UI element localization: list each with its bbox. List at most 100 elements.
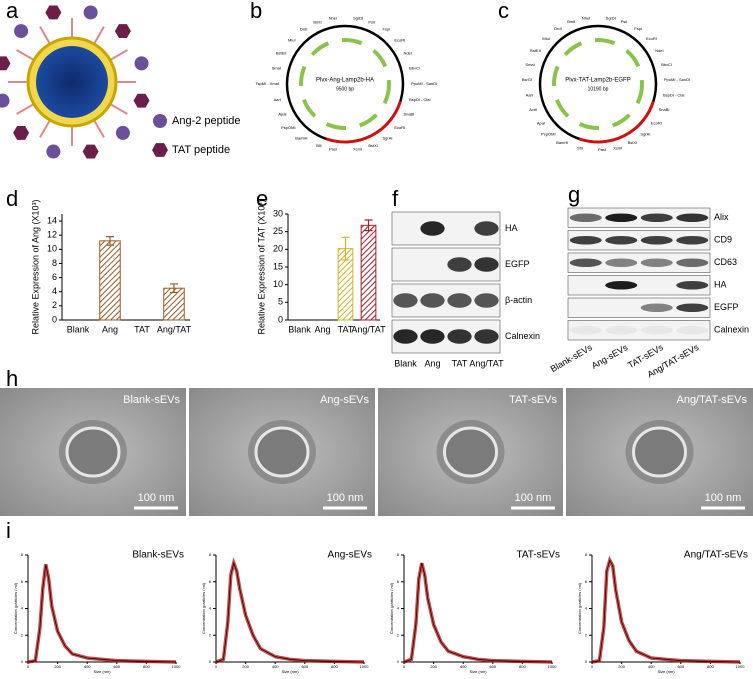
blot-row-label: CD9 <box>714 235 732 245</box>
x-tick-label: Blank <box>288 324 311 334</box>
restriction-site: ApaI <box>537 120 545 125</box>
ang-peptide <box>83 5 98 20</box>
vesicle-core <box>36 46 108 118</box>
y-tick-label: 0 <box>209 659 212 664</box>
blot-band <box>447 329 472 344</box>
blot-band <box>605 258 638 268</box>
y-tick-label: 0 <box>278 314 283 324</box>
vesicle-wall <box>254 426 310 478</box>
y-tick-label: 8 <box>52 258 57 268</box>
restriction-site: NdeI <box>403 50 411 55</box>
x-tick-label: 200 <box>618 664 625 669</box>
blot-band <box>676 325 709 335</box>
restriction-site: AvrII <box>529 107 537 112</box>
y-tick-label: 6 <box>52 272 57 282</box>
blot-row-label: EGFP <box>505 259 530 269</box>
blot-band <box>569 258 602 268</box>
panel-label: c <box>498 0 509 23</box>
scale-label: 100 nm <box>515 492 552 504</box>
blot-lane-label: Ang/TAT <box>469 358 504 368</box>
restriction-site: DrdI <box>300 27 308 32</box>
x-tick-label: 200 <box>242 664 249 669</box>
restriction-site: BbvCI <box>661 62 672 67</box>
scale-label: 100 nm <box>705 492 742 504</box>
y-tick-label: 6 <box>585 579 588 584</box>
restriction-site: PsiI <box>368 19 375 24</box>
panel-label: h <box>6 366 18 391</box>
x-tick-label: 600 <box>489 664 496 669</box>
x-tick-label: Ang <box>102 324 118 334</box>
y-tick-label: 30 <box>273 208 283 218</box>
panel-label: e <box>256 186 268 211</box>
x-tick-label: 1000 <box>360 664 370 669</box>
y-tick-label: 0 <box>585 659 588 664</box>
y-tick-label: 0 <box>397 659 400 664</box>
panel-label: i <box>6 518 11 543</box>
x-tick-label: 1000 <box>548 664 558 669</box>
x-tick-label: TAT <box>338 324 354 334</box>
blot-band <box>640 235 673 245</box>
legend-ang-icon <box>153 114 167 128</box>
y-tick-label: 2 <box>397 632 400 637</box>
legend-tat-icon <box>152 143 168 157</box>
x-tick-label: 0 <box>591 664 594 669</box>
x-axis-label: Size (nm) <box>657 669 675 674</box>
blot-band <box>474 329 499 344</box>
blot-band <box>676 213 709 223</box>
ang-peptide <box>46 144 61 159</box>
y-tick-label: 8 <box>397 552 400 557</box>
blot-band <box>640 303 673 313</box>
restriction-site: SnaBI <box>659 107 670 112</box>
blot-band <box>447 293 472 308</box>
vesicle-wall <box>632 426 687 478</box>
ang-peptide <box>115 125 130 140</box>
restriction-site: SnaBI <box>403 112 414 117</box>
blot-band <box>640 325 673 335</box>
y-tick-label: 2 <box>585 632 588 637</box>
panel-label: g <box>568 182 580 207</box>
scale-label: 100 nm <box>327 492 364 504</box>
y-tick-label: 14 <box>47 215 57 225</box>
tat-peptide <box>0 56 11 71</box>
y-tick-label: 6 <box>21 579 24 584</box>
y-tick-label: 10 <box>47 244 57 254</box>
y-tick-label: 0 <box>52 314 57 324</box>
restriction-site: NheI <box>329 16 337 21</box>
blot-lane-label: Ang <box>424 358 440 368</box>
legend-label: Ang-2 peptide <box>172 115 241 127</box>
blot-row-label: CD63 <box>714 257 737 267</box>
y-tick-label: 2 <box>209 632 212 637</box>
restriction-site: EcoRI <box>651 120 662 125</box>
x-tick-label: 600 <box>113 664 120 669</box>
blot-band <box>420 293 445 308</box>
blot-band <box>640 258 673 268</box>
restriction-site: PasI <box>329 147 337 152</box>
tat-peptide <box>114 24 131 39</box>
y-tick-label: 6 <box>209 579 212 584</box>
tat-peptide <box>82 144 99 159</box>
bar <box>360 224 377 321</box>
y-tick-label: 4 <box>209 606 212 611</box>
x-tick-label: 0 <box>403 664 406 669</box>
restriction-site: SgrAI <box>640 132 650 137</box>
restriction-site: SgrDI <box>353 16 363 21</box>
blot-band <box>605 213 638 223</box>
restriction-site: NheI <box>582 16 590 21</box>
restriction-site: BstEII <box>276 50 287 55</box>
x-tick-label: 400 <box>460 664 467 669</box>
x-tick-label: 1000 <box>172 664 182 669</box>
restriction-site: PpuMI - SanDI <box>664 77 690 82</box>
plasmid-size: 10190 bp <box>588 86 609 92</box>
bar <box>99 240 121 321</box>
restriction-site: EcoRI <box>394 37 405 42</box>
blot-lane-label: Blank <box>394 358 417 368</box>
y-tick-label: 12 <box>47 230 57 240</box>
blot-strip <box>567 320 711 341</box>
y-tick-label: 20 <box>273 244 283 254</box>
tat-peptide <box>133 93 150 108</box>
panel-label: b <box>250 0 262 23</box>
x-tick-label: Ang/TAT <box>351 324 386 334</box>
y-tick-label: 8 <box>21 552 24 557</box>
blot-row-label: Calnexin <box>505 331 540 341</box>
y-tick-label: 4 <box>585 606 588 611</box>
